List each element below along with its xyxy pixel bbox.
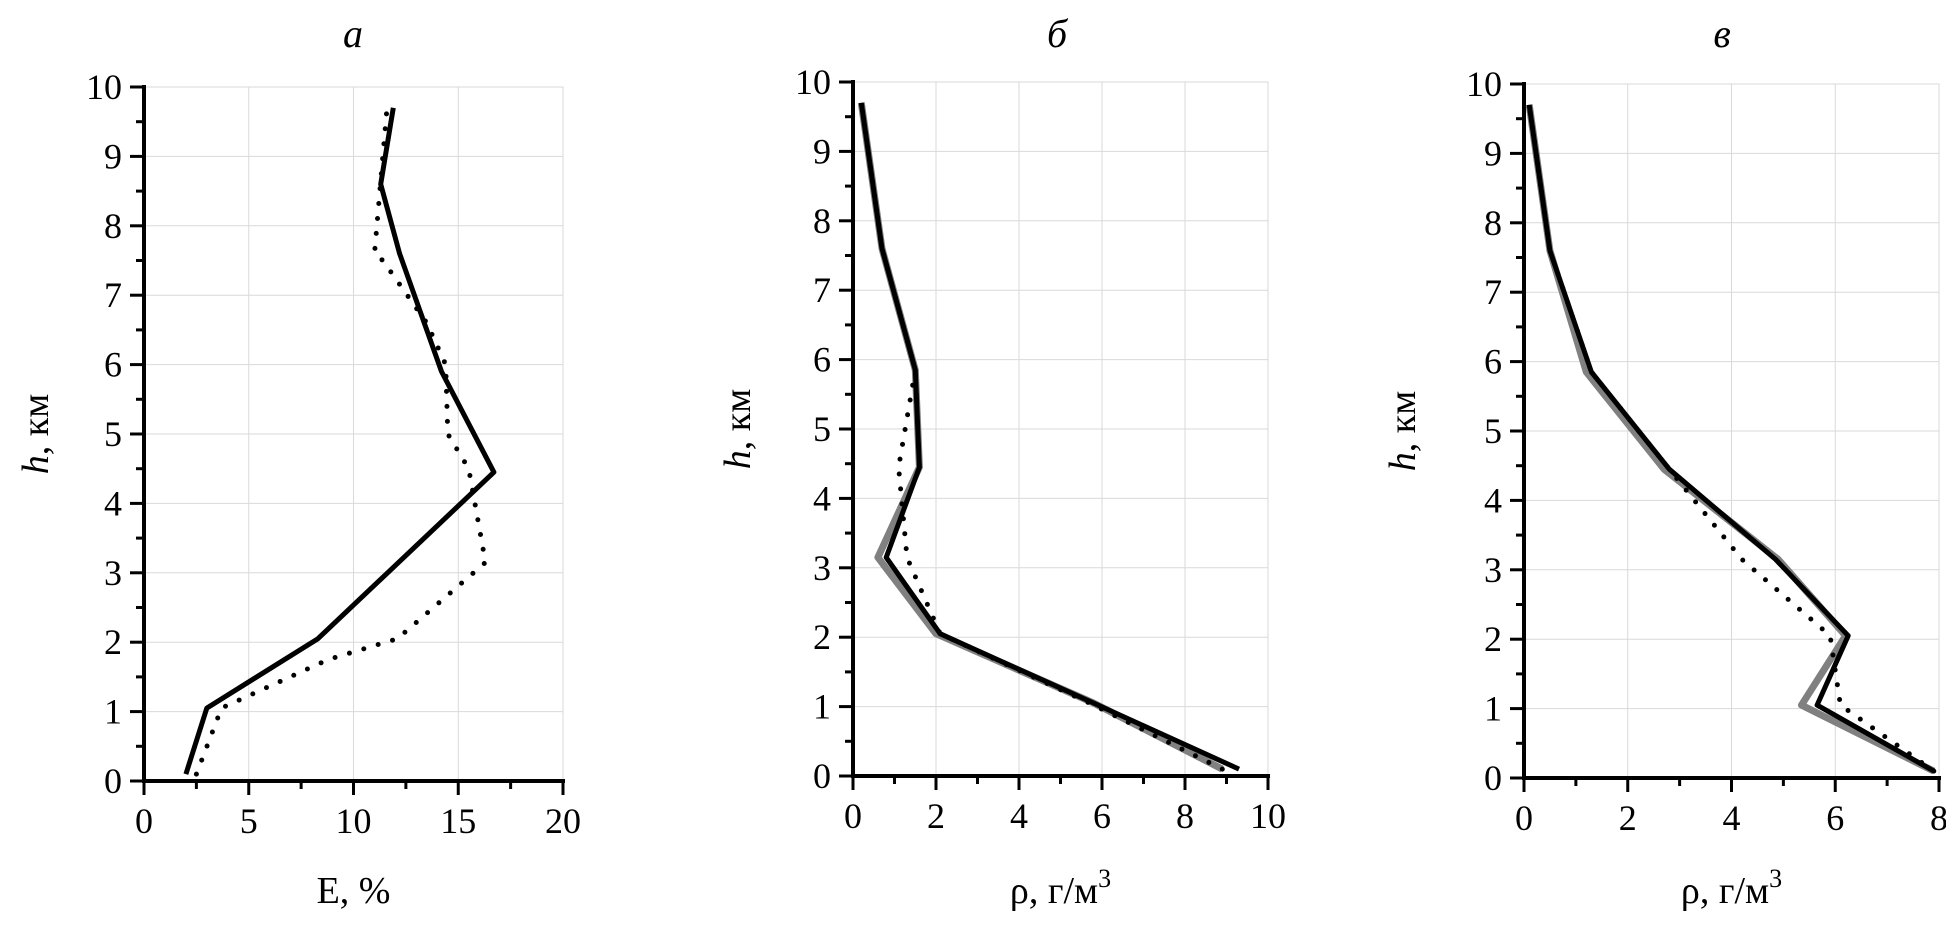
panel-c-x-tick-label: 4: [1723, 798, 1741, 838]
panel-b-x-axis-title: ρ, г/м3: [1010, 864, 1111, 912]
panel-c-y-axis-title: h, км: [1382, 391, 1424, 472]
panel-b-y-axis-title: h, км: [717, 389, 759, 470]
panel-b-x-tick-label: 4: [1010, 796, 1028, 836]
panel-a-x-axis-title: E, %: [317, 870, 391, 912]
panel-a-y-tick-label: 7: [104, 275, 122, 315]
panel-b-y-tick-label: 5: [813, 409, 831, 449]
panel-c-y-tick-label: 5: [1484, 411, 1502, 451]
panel-c-y-tick-label: 0: [1484, 758, 1502, 798]
panel-c-x-tick-label: 2: [1619, 798, 1637, 838]
panel-c-x-axis-title-text: ρ, г/м: [1681, 870, 1769, 912]
panel-c-y-tick-label: 8: [1484, 203, 1502, 243]
panel-a-x-tick-label: 15: [440, 801, 476, 841]
panel-a-y-tick-label: 4: [104, 483, 122, 523]
panel-c-title: в: [1713, 11, 1730, 56]
panel-a-y-tick-label: 0: [104, 761, 122, 801]
panel-b-y-axis-title-variable: h: [717, 450, 759, 469]
panel-a-x-axis-title-text: E, %: [317, 870, 391, 912]
panel-a-x-tick-label: 20: [545, 801, 581, 841]
panel-a-y-tick-label: 10: [86, 67, 122, 107]
panel-b-y-axis-title-unit: , км: [717, 389, 759, 451]
panel-c-x-tick-label: 0: [1515, 798, 1533, 838]
panel-c-y-tick-label: 10: [1466, 64, 1502, 104]
panel-c-y-tick-label: 3: [1484, 550, 1502, 590]
panel-b-series-3-solid-line: [858, 102, 1241, 772]
panel-b-y-tick-label: 8: [813, 201, 831, 241]
panel-a-y-axis-title-unit: , км: [15, 394, 57, 456]
panel-c-series-3-solid-line: [1526, 104, 1936, 774]
panel-a-y-tick-label: 2: [104, 622, 122, 662]
panel-c-x-axis-title-superscript: 3: [1769, 864, 1782, 893]
panel-a-x-tick-label: 0: [135, 801, 153, 841]
panel-a-y-tick-label: 1: [104, 692, 122, 732]
panel-a-y-tick-label: 8: [104, 206, 122, 246]
panel-b-x-tick-label: 0: [844, 796, 862, 836]
panel-b-y-tick-label: 6: [813, 340, 831, 380]
panel-a-y-axis-title: h, км: [15, 394, 57, 475]
panel-c-y-tick-label: 7: [1484, 272, 1502, 312]
panel-b-y-tick-label: 9: [813, 131, 831, 171]
panel-a-x-tick-label: 10: [336, 801, 372, 841]
panel-a-grid: [143, 86, 564, 782]
panel-a-series-1-solid-line: [183, 107, 497, 775]
panel-b-y-tick-label: 7: [813, 270, 831, 310]
panel-c-x-tick-label: 8: [1930, 798, 1946, 838]
panel-a-y-tick-label: 6: [104, 345, 122, 385]
panel-b-y-tick-label: 4: [813, 478, 831, 518]
panel-a-y-tick-label: 5: [104, 414, 122, 454]
panel-b-x-tick-label: 2: [927, 796, 945, 836]
panel-b-x-tick-label: 8: [1176, 796, 1194, 836]
panel-b-y-tick-label: 1: [813, 687, 831, 727]
panel-a-chart: 0 5 10 15 20 0 1 2 3 4 5 6 7 8 9 10 а E, % h, км: [15, 11, 581, 912]
panel-c-y-tick-label: 6: [1484, 342, 1502, 382]
panel-a-y-axis-title-variable: h: [15, 455, 57, 474]
panel-b-x-axis-title-superscript: 3: [1098, 864, 1111, 893]
panel-c-grid: [1523, 83, 1940, 779]
panel-c-y-tick-label: 1: [1484, 689, 1502, 729]
panel-a-series-2-dotted-line: [193, 105, 488, 777]
panel-c-y-tick-label: 9: [1484, 133, 1502, 173]
panel-b-series-1-solid-line: [857, 102, 1224, 773]
panel-b-y-tick-label: 0: [813, 756, 831, 796]
panel-c-series-2-dotted-line: [1526, 102, 1937, 774]
panel-a-x-tick-label: 5: [240, 801, 258, 841]
panel-a-y-tick-label: 9: [104, 136, 122, 176]
panel-b-x-tick-label: 10: [1250, 796, 1286, 836]
panel-b-title: б: [1047, 11, 1069, 56]
panel-b-x-axis-title-text: ρ, г/м: [1010, 870, 1098, 912]
panel-c-y-axis-title-unit: , км: [1382, 391, 1424, 453]
panel-a-title: а: [343, 11, 363, 56]
panel-b-y-tick-label: 2: [813, 617, 831, 657]
panel-b-x-tick-label: 6: [1093, 796, 1111, 836]
panel-b-y-tick-label: 10: [795, 62, 831, 102]
panel-c-x-tick-label: 6: [1826, 798, 1844, 838]
panel-b-y-tick-label: 3: [813, 548, 831, 588]
panel-c-x-axis-title: ρ, г/м3: [1681, 864, 1782, 912]
panel-c-y-tick-label: 2: [1484, 619, 1502, 659]
panel-c-y-tick-label: 4: [1484, 480, 1502, 520]
panel-c-y-axis-title-variable: h: [1382, 452, 1424, 471]
panel-a-y-tick-label: 3: [104, 553, 122, 593]
